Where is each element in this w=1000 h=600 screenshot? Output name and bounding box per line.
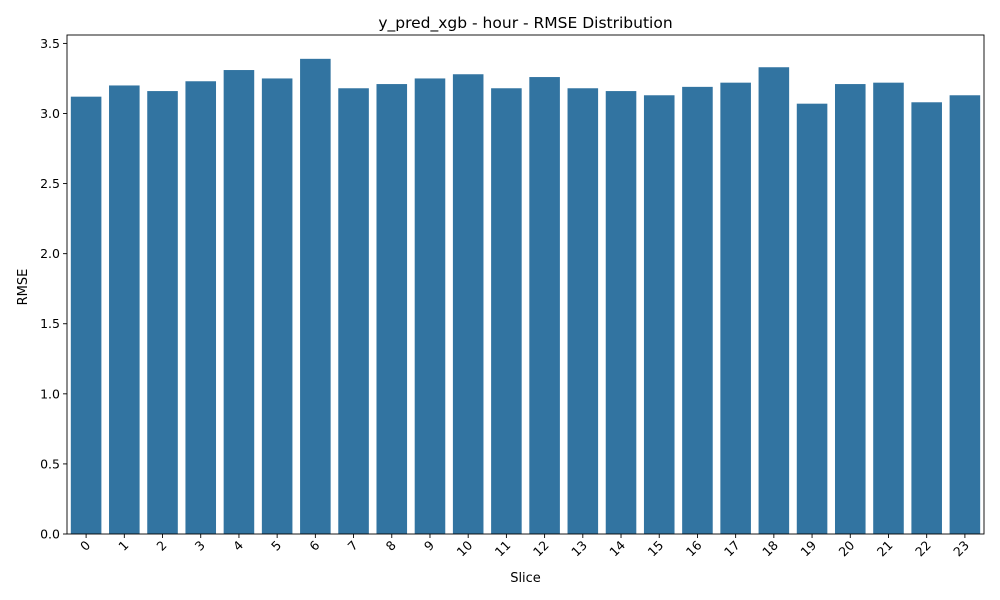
x-tick-label: 3 xyxy=(192,538,208,554)
bar-14 xyxy=(605,91,637,534)
x-tick-label: 10 xyxy=(453,537,475,559)
x-tick-label: 2 xyxy=(153,538,169,554)
x-tick-label: 5 xyxy=(268,538,284,554)
y-tick-label: 3.0 xyxy=(40,106,60,121)
x-tick-label: 17 xyxy=(721,538,743,560)
bar-7 xyxy=(338,88,369,534)
bar-20 xyxy=(834,84,866,534)
bar-10 xyxy=(452,74,484,534)
bar-17 xyxy=(720,82,751,534)
bar-6 xyxy=(300,58,331,534)
x-tick-label: 18 xyxy=(759,537,781,559)
bar-4 xyxy=(223,70,255,534)
x-tick-label: 15 xyxy=(644,538,666,560)
y-tick-label: 2.5 xyxy=(40,176,60,191)
bar-16 xyxy=(682,86,713,535)
bar-12 xyxy=(529,77,560,535)
x-tick-label: 19 xyxy=(797,537,819,559)
y-tick-label: 0.5 xyxy=(40,456,60,471)
x-tick-label: 13 xyxy=(568,538,590,560)
bar-0 xyxy=(70,96,102,535)
x-tick-label: 0 xyxy=(77,537,93,553)
x-tick-label: 9 xyxy=(421,537,437,553)
bar-13 xyxy=(567,88,599,534)
bar-23 xyxy=(949,95,981,535)
x-tick-label: 20 xyxy=(836,537,858,559)
bar-21 xyxy=(873,82,904,534)
y-axis-ticks: 0.0 0.5 1.0 1.5 2.0 2.5 3.0 3.5 xyxy=(40,36,67,542)
x-tick-label: 6 xyxy=(306,537,322,553)
x-tick-label: 21 xyxy=(874,538,896,560)
x-tick-label: 4 xyxy=(230,537,246,553)
bar-11 xyxy=(491,88,522,534)
bar-22 xyxy=(911,102,942,534)
x-axis-ticks: 0 1 2 3 4 5 6 7 8 9 10 11 12 13 14 15 16 17 18 19 20 21 22 23 xyxy=(77,534,972,559)
x-tick-label: 23 xyxy=(950,538,972,560)
x-tick-label: 7 xyxy=(344,538,360,554)
bar-1 xyxy=(109,85,140,535)
x-tick-label: 1 xyxy=(115,538,131,554)
bar-15 xyxy=(643,95,675,535)
x-tick-label: 12 xyxy=(530,538,552,560)
bars-group xyxy=(70,58,981,535)
plot-frame xyxy=(66,34,985,535)
bar-8 xyxy=(376,84,408,534)
chart-title: y_pred_xgb - hour - RMSE Distribution xyxy=(378,14,672,33)
y-tick-label: 1.5 xyxy=(40,316,60,331)
y-tick-label: 0.0 xyxy=(40,527,60,542)
bar-9 xyxy=(414,78,446,534)
bar-5 xyxy=(261,78,293,534)
x-tick-label: 22 xyxy=(912,538,934,560)
y-tick-label: 3.5 xyxy=(40,36,60,51)
y-tick-label: 2.0 xyxy=(40,246,60,261)
bar-18 xyxy=(758,67,790,535)
y-tick-label: 1.0 xyxy=(40,386,60,401)
bar-2 xyxy=(147,91,178,534)
x-tick-label: 8 xyxy=(383,537,399,553)
y-axis-label: RMSE xyxy=(16,269,31,306)
bar-3 xyxy=(185,81,217,534)
x-tick-label: 14 xyxy=(606,537,628,559)
x-axis-label: Slice xyxy=(510,571,541,586)
x-tick-label: 11 xyxy=(492,538,514,560)
x-tick-label: 16 xyxy=(683,537,705,559)
bar-19 xyxy=(796,103,828,535)
